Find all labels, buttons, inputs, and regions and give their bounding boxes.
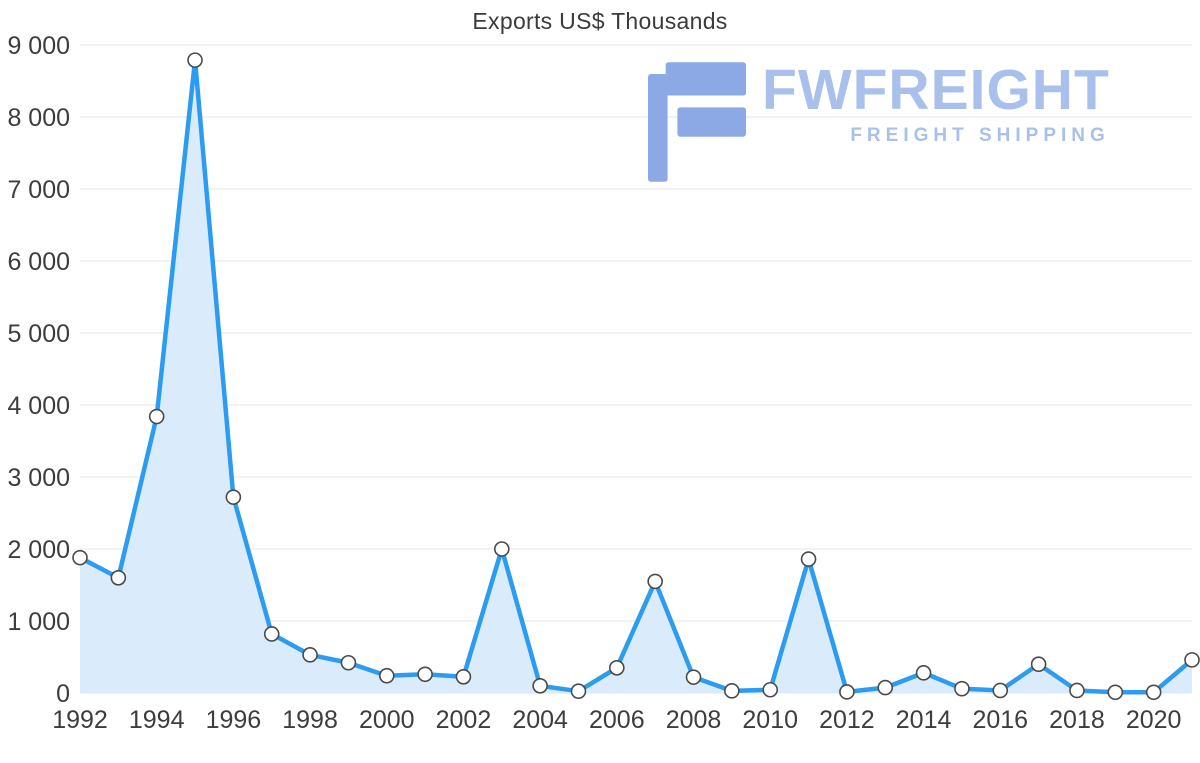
x-axis-tick-label: 2000 xyxy=(359,706,415,734)
data-point-marker[interactable] xyxy=(1030,656,1047,673)
x-axis-tick-label: 2004 xyxy=(512,706,568,734)
y-axis-tick-label: 9 000 xyxy=(7,32,70,60)
data-point-marker[interactable] xyxy=(1069,682,1085,699)
x-axis-tick-label: 1996 xyxy=(206,706,262,734)
x-axis-tick-label: 1994 xyxy=(129,706,185,734)
data-point-marker[interactable] xyxy=(609,659,625,676)
data-point-marker[interactable] xyxy=(647,573,663,590)
data-point-marker[interactable] xyxy=(493,541,510,557)
data-point-marker[interactable] xyxy=(839,684,855,700)
x-axis-tick-label: 2006 xyxy=(589,706,645,734)
data-point-marker[interactable] xyxy=(378,667,395,684)
y-axis-tick-label: 8 000 xyxy=(7,104,70,132)
data-point-marker[interactable] xyxy=(877,679,894,696)
y-axis-tick-label: 1 000 xyxy=(7,608,70,636)
y-axis-tick-label: 2 000 xyxy=(7,536,70,564)
data-point-marker[interactable] xyxy=(455,668,472,685)
data-point-marker[interactable] xyxy=(992,682,1009,699)
y-axis-tick-label: 0 xyxy=(56,680,70,708)
x-axis-tick-label: 2018 xyxy=(1049,706,1105,734)
data-point-marker[interactable] xyxy=(225,489,242,505)
y-axis-tick-label: 5 000 xyxy=(7,320,70,348)
x-axis-tick-label: 2010 xyxy=(742,706,798,734)
data-point-marker[interactable] xyxy=(148,408,165,425)
x-axis-tick-label: 2008 xyxy=(666,706,722,734)
data-point-marker[interactable] xyxy=(1145,684,1162,701)
data-point-marker[interactable] xyxy=(954,680,970,697)
y-axis-tick-label: 6 000 xyxy=(7,248,70,276)
data-point-marker[interactable] xyxy=(263,626,280,642)
data-point-marker[interactable] xyxy=(762,681,779,698)
x-axis-tick-label: 2002 xyxy=(436,706,492,734)
data-point-marker[interactable] xyxy=(724,683,740,699)
x-axis-tick-label: 2012 xyxy=(819,706,875,734)
y-axis-tick-label: 7 000 xyxy=(7,176,70,204)
data-point-marker[interactable] xyxy=(685,669,702,685)
data-point-marker[interactable] xyxy=(570,683,587,700)
data-point-marker[interactable] xyxy=(800,551,817,567)
data-point-marker[interactable] xyxy=(110,569,127,586)
x-axis-tick-label: 2020 xyxy=(1126,706,1182,734)
data-point-marker[interactable] xyxy=(72,549,88,566)
y-axis-tick-label: 4 000 xyxy=(7,392,70,420)
data-point-marker[interactable] xyxy=(915,665,932,681)
data-point-marker[interactable] xyxy=(302,647,318,663)
data-point-marker[interactable] xyxy=(1184,652,1200,668)
x-axis-tick-label: 2016 xyxy=(972,706,1028,734)
y-axis-tick-label: 3 000 xyxy=(7,464,70,492)
data-point-marker[interactable] xyxy=(532,677,548,694)
data-point-marker[interactable] xyxy=(340,654,357,671)
x-axis-tick-label: 1992 xyxy=(52,706,108,734)
x-axis-tick-label: 1998 xyxy=(282,706,338,734)
area-fill xyxy=(80,60,1192,694)
data-point-marker[interactable] xyxy=(417,666,433,683)
chart-title: Exports US$ Thousands xyxy=(472,8,728,34)
data-point-marker[interactable] xyxy=(1107,684,1124,701)
x-axis-tick-label: 2014 xyxy=(896,706,952,734)
data-point-marker[interactable] xyxy=(187,52,203,68)
